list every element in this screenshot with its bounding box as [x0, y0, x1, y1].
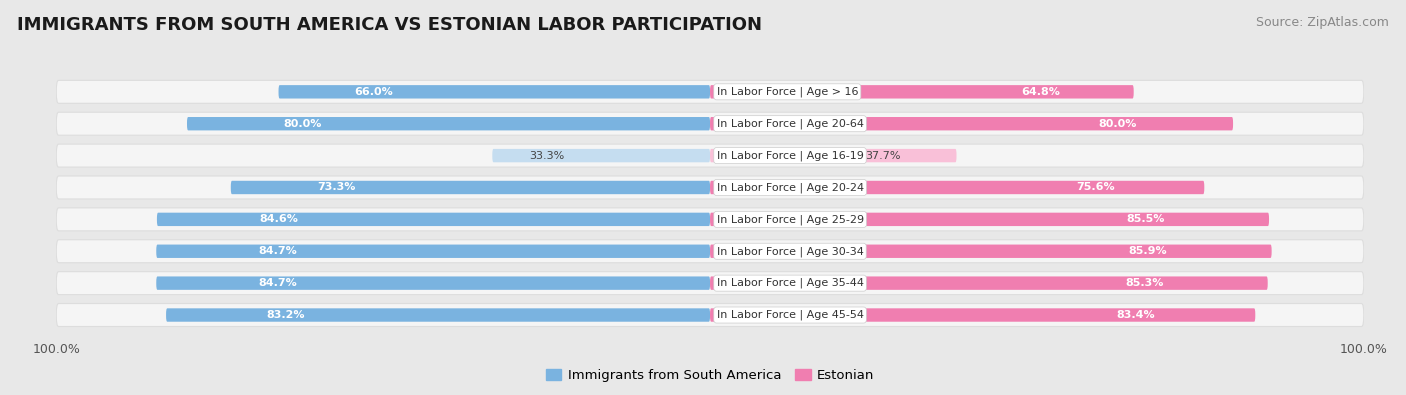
FancyBboxPatch shape — [492, 149, 710, 162]
FancyBboxPatch shape — [56, 144, 1364, 167]
Text: 85.5%: 85.5% — [1126, 214, 1166, 224]
Text: 84.7%: 84.7% — [259, 278, 298, 288]
Text: 85.3%: 85.3% — [1126, 278, 1164, 288]
Text: 80.0%: 80.0% — [1099, 119, 1137, 129]
FancyBboxPatch shape — [710, 276, 1268, 290]
Text: 84.7%: 84.7% — [259, 246, 298, 256]
FancyBboxPatch shape — [56, 272, 1364, 295]
Text: 75.6%: 75.6% — [1076, 182, 1115, 192]
Text: 83.2%: 83.2% — [267, 310, 305, 320]
Text: In Labor Force | Age 35-44: In Labor Force | Age 35-44 — [717, 278, 863, 288]
FancyBboxPatch shape — [56, 303, 1364, 327]
FancyBboxPatch shape — [710, 117, 1233, 130]
FancyBboxPatch shape — [56, 112, 1364, 135]
FancyBboxPatch shape — [710, 245, 1271, 258]
FancyBboxPatch shape — [56, 240, 1364, 263]
FancyBboxPatch shape — [56, 176, 1364, 199]
FancyBboxPatch shape — [710, 85, 1133, 98]
FancyBboxPatch shape — [278, 85, 710, 98]
FancyBboxPatch shape — [710, 181, 1205, 194]
Text: Source: ZipAtlas.com: Source: ZipAtlas.com — [1256, 16, 1389, 29]
Text: 84.6%: 84.6% — [259, 214, 298, 224]
FancyBboxPatch shape — [710, 308, 1256, 322]
Text: 85.9%: 85.9% — [1129, 246, 1167, 256]
Text: In Labor Force | Age 45-54: In Labor Force | Age 45-54 — [717, 310, 863, 320]
Legend: Immigrants from South America, Estonian: Immigrants from South America, Estonian — [540, 364, 880, 387]
FancyBboxPatch shape — [156, 276, 710, 290]
FancyBboxPatch shape — [166, 308, 710, 322]
FancyBboxPatch shape — [157, 213, 710, 226]
FancyBboxPatch shape — [56, 208, 1364, 231]
FancyBboxPatch shape — [710, 213, 1270, 226]
FancyBboxPatch shape — [56, 80, 1364, 103]
Text: In Labor Force | Age 20-64: In Labor Force | Age 20-64 — [717, 118, 863, 129]
Text: 80.0%: 80.0% — [283, 119, 321, 129]
Text: In Labor Force | Age 30-34: In Labor Force | Age 30-34 — [717, 246, 863, 256]
Text: 33.3%: 33.3% — [529, 150, 564, 161]
FancyBboxPatch shape — [156, 245, 710, 258]
Text: In Labor Force | Age 20-24: In Labor Force | Age 20-24 — [717, 182, 863, 193]
Text: 64.8%: 64.8% — [1021, 87, 1060, 97]
Text: IMMIGRANTS FROM SOUTH AMERICA VS ESTONIAN LABOR PARTICIPATION: IMMIGRANTS FROM SOUTH AMERICA VS ESTONIA… — [17, 16, 762, 34]
Text: 37.7%: 37.7% — [865, 150, 900, 161]
FancyBboxPatch shape — [187, 117, 710, 130]
Text: 83.4%: 83.4% — [1116, 310, 1154, 320]
Text: 66.0%: 66.0% — [354, 87, 392, 97]
Text: In Labor Force | Age 16-19: In Labor Force | Age 16-19 — [717, 150, 863, 161]
Text: In Labor Force | Age > 16: In Labor Force | Age > 16 — [717, 87, 858, 97]
FancyBboxPatch shape — [710, 149, 956, 162]
Text: 73.3%: 73.3% — [316, 182, 356, 192]
Text: In Labor Force | Age 25-29: In Labor Force | Age 25-29 — [717, 214, 863, 225]
FancyBboxPatch shape — [231, 181, 710, 194]
